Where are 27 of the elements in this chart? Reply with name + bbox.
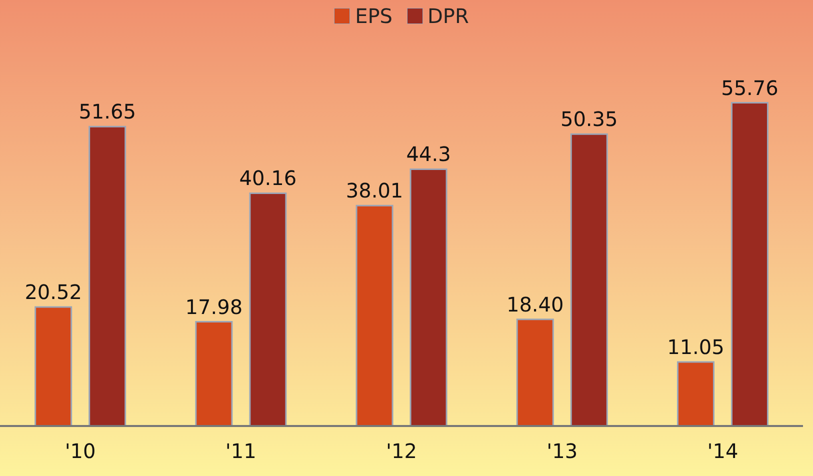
- bar: [195, 321, 233, 427]
- bar: [88, 126, 126, 427]
- data-label: 51.65: [78, 100, 136, 124]
- data-label: 50.35: [560, 107, 618, 132]
- bar: [410, 168, 448, 427]
- bar: [730, 102, 768, 427]
- data-label: 20.52: [24, 280, 82, 304]
- bar: [34, 306, 72, 427]
- data-label: 17.98: [185, 294, 243, 319]
- data-label: 18.40: [506, 292, 564, 316]
- bar: [356, 204, 394, 427]
- data-label: 11.05: [667, 334, 724, 359]
- data-label: 55.76: [721, 76, 778, 100]
- x-tick-label: '10: [64, 439, 96, 464]
- bar: [570, 133, 608, 427]
- data-label: 38.01: [346, 178, 404, 203]
- legend-label: DPR: [428, 4, 469, 28]
- data-label: 44.3: [406, 142, 451, 166]
- x-tick-label: '14: [707, 439, 738, 464]
- x-tick-label: '12: [386, 439, 417, 464]
- bar: [516, 318, 554, 427]
- data-label: 40.16: [239, 166, 297, 190]
- x-tick-label: '13: [546, 439, 578, 464]
- bar: [249, 192, 287, 427]
- x-tick-label: '11: [225, 439, 256, 464]
- bar: [676, 361, 714, 427]
- legend-label: EPS: [355, 4, 393, 28]
